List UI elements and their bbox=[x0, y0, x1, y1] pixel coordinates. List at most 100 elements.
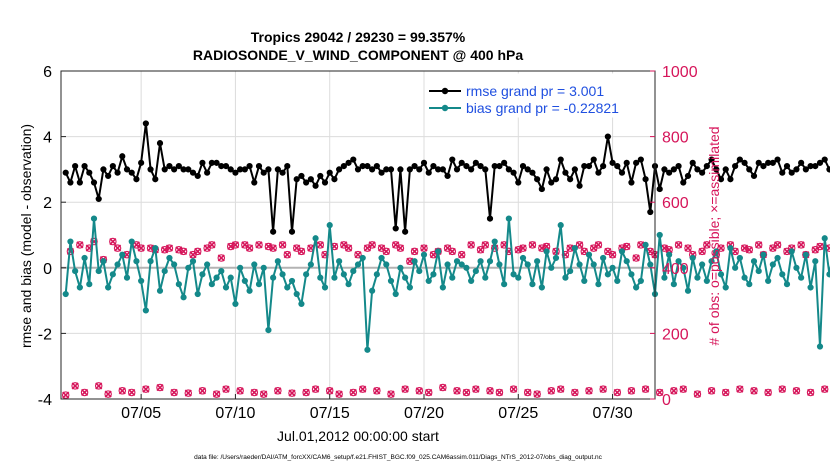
y2-tick-label: 1000 bbox=[662, 64, 698, 81]
rmse-point bbox=[86, 169, 93, 176]
chart-title: Tropics 29042 / 29230 = 99.357% bbox=[251, 29, 466, 45]
obs-possible-point bbox=[311, 385, 320, 393]
obs-assimilated-point bbox=[109, 237, 117, 246]
bias-point bbox=[699, 261, 706, 268]
rmse-point bbox=[425, 169, 432, 176]
rmse-point bbox=[402, 228, 409, 235]
obs-possible-point bbox=[424, 388, 433, 397]
rmse-point bbox=[255, 163, 263, 170]
obs-assimilated-point bbox=[128, 388, 136, 397]
rmse-point bbox=[717, 176, 725, 183]
rmse-point bbox=[303, 179, 310, 186]
rmse-point bbox=[350, 156, 357, 163]
rmse-point bbox=[703, 163, 710, 170]
rmse-series bbox=[62, 120, 830, 235]
bias-point bbox=[590, 261, 597, 268]
obs-assimilated-point bbox=[208, 241, 216, 249]
rmse-point bbox=[746, 166, 753, 173]
obs-possible-point bbox=[820, 385, 829, 393]
bias-point bbox=[529, 281, 536, 288]
bias-point bbox=[86, 281, 93, 288]
rmse-point bbox=[265, 166, 272, 173]
bias-point bbox=[722, 284, 729, 291]
obs-assimilated-point bbox=[137, 244, 145, 252]
rmse-point bbox=[585, 163, 593, 170]
bias-point bbox=[307, 261, 314, 268]
obs-assimilated-point bbox=[778, 385, 786, 393]
bias-point bbox=[123, 274, 131, 281]
rmse-point bbox=[788, 169, 795, 176]
obs-possible-point bbox=[278, 241, 287, 249]
obs-possible-point bbox=[754, 241, 763, 249]
y2-tick-label: 200 bbox=[662, 326, 689, 343]
bias-series bbox=[62, 215, 830, 353]
obs-assimilated-point bbox=[481, 241, 489, 249]
bias-point bbox=[623, 258, 630, 265]
obs-possible-point bbox=[533, 390, 541, 398]
bias-point bbox=[237, 264, 244, 271]
obs-assimilated-point bbox=[236, 387, 244, 395]
bias-point bbox=[199, 271, 206, 278]
bias-point bbox=[812, 258, 819, 265]
obs-assimilated-point bbox=[590, 244, 598, 252]
bias-point bbox=[684, 287, 692, 294]
bias-point bbox=[109, 271, 116, 278]
rmse-point bbox=[241, 166, 248, 173]
bias-point bbox=[265, 327, 272, 334]
rmse-point bbox=[590, 156, 597, 163]
obs-possible-point bbox=[632, 254, 640, 262]
plot-area bbox=[60, 70, 830, 400]
obs-assimilated-point bbox=[76, 241, 84, 249]
obs-assimilated-point bbox=[745, 246, 753, 254]
bias-point bbox=[95, 267, 102, 275]
plot-background bbox=[61, 71, 655, 399]
rmse-point bbox=[515, 179, 522, 186]
obs-assimilated-point bbox=[411, 247, 419, 255]
obs-possible-point bbox=[806, 388, 815, 397]
obs-assimilated-point bbox=[241, 241, 249, 249]
obs-assimilated-point bbox=[769, 244, 777, 252]
obs-possible-point bbox=[250, 388, 259, 397]
obs-assimilated-point bbox=[345, 244, 353, 252]
obs-assimilated-point bbox=[312, 385, 320, 393]
bias-point bbox=[642, 241, 649, 248]
rmse-point bbox=[251, 179, 258, 186]
rmse-point bbox=[364, 163, 371, 170]
bias-point bbox=[76, 284, 83, 291]
bias-point bbox=[675, 258, 682, 265]
obs-assimilated-point bbox=[816, 242, 824, 251]
obs-possible-point bbox=[599, 385, 607, 393]
obs-possible-point bbox=[109, 237, 117, 246]
legend-entry-bias: bias grand pr = -0.22821 bbox=[429, 100, 619, 116]
bias-point bbox=[142, 307, 149, 314]
bias-point bbox=[359, 254, 366, 262]
obs-possible-point bbox=[208, 241, 216, 249]
rmse-point bbox=[486, 215, 494, 222]
bias-point bbox=[557, 222, 564, 229]
obs-assimilated-point bbox=[679, 385, 687, 393]
obs-assimilated-point bbox=[378, 244, 386, 252]
obs-assimilated-point bbox=[165, 244, 173, 252]
obs-possible-point bbox=[137, 244, 145, 252]
obs-possible-point bbox=[297, 247, 306, 256]
obs-possible-point bbox=[255, 241, 263, 249]
bias-point bbox=[798, 274, 805, 281]
bias-point bbox=[279, 271, 286, 278]
obs-assimilated-point bbox=[528, 241, 536, 249]
bias-point bbox=[175, 281, 182, 288]
obs-assimilated-point bbox=[566, 244, 574, 252]
bias-point bbox=[133, 258, 140, 265]
rmse-point bbox=[284, 163, 291, 170]
rmse-point bbox=[439, 166, 446, 173]
bias-point bbox=[562, 274, 569, 281]
obs-assimilated-point bbox=[755, 241, 763, 249]
rmse-point bbox=[119, 153, 126, 160]
obs-assimilated-point bbox=[514, 246, 522, 254]
bias-point bbox=[336, 258, 343, 265]
rmse-point bbox=[270, 228, 277, 235]
bias-point bbox=[420, 251, 428, 258]
rmse-point bbox=[260, 169, 267, 176]
rmse-point bbox=[72, 163, 79, 170]
rmse-point bbox=[95, 195, 102, 203]
obs-possible-point bbox=[721, 388, 730, 397]
